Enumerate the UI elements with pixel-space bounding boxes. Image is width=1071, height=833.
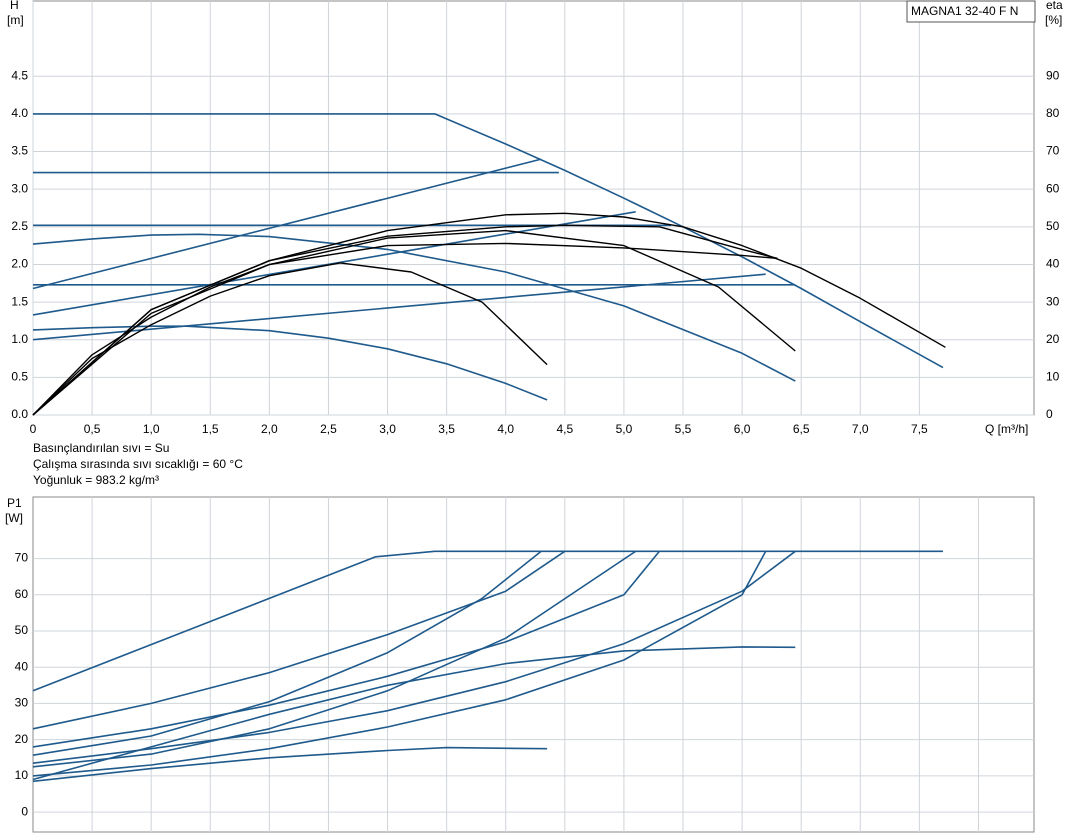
curve bbox=[32, 325, 548, 401]
y-tick-label: 60 bbox=[15, 587, 29, 601]
y-tick-label: 1.0 bbox=[11, 332, 28, 346]
y-tick-label: 2.5 bbox=[11, 219, 28, 233]
y2-tick-label: 20 bbox=[1046, 332, 1060, 346]
curve bbox=[32, 550, 796, 764]
curve bbox=[32, 262, 548, 416]
y-label: H bbox=[10, 0, 19, 12]
x-tick-label: 4,5 bbox=[556, 422, 573, 436]
y2-tick-label: 80 bbox=[1046, 106, 1060, 120]
curve bbox=[32, 242, 778, 416]
curve bbox=[32, 550, 566, 730]
curve bbox=[32, 550, 767, 777]
x-tick-label: 7,5 bbox=[911, 422, 928, 436]
y-unit: [W] bbox=[5, 511, 23, 525]
y-tick-label: 4.5 bbox=[11, 68, 28, 82]
note: Basınçlandırılan sıvı = Su bbox=[33, 441, 169, 455]
curve bbox=[32, 224, 778, 416]
x-tick-label: 6,5 bbox=[793, 422, 810, 436]
curve bbox=[32, 550, 661, 748]
curve bbox=[32, 550, 943, 692]
y2-tick-label: 40 bbox=[1046, 257, 1060, 271]
y-label: P1 bbox=[7, 496, 22, 510]
x-tick-label: 1,0 bbox=[143, 422, 160, 436]
y-tick-label: 3.0 bbox=[11, 181, 28, 195]
y-unit: [m] bbox=[7, 13, 24, 27]
y-tick-label: 4.0 bbox=[11, 106, 28, 120]
curve bbox=[32, 233, 796, 382]
x-tick-label: 5,5 bbox=[675, 422, 692, 436]
curve bbox=[32, 273, 766, 341]
curve bbox=[32, 212, 946, 416]
y-tick-label: 20 bbox=[15, 732, 29, 746]
y-tick-label: 50 bbox=[15, 623, 29, 637]
note: Çalışma sırasında sıvı sıcaklığı = 60 °C bbox=[33, 457, 243, 471]
y2-tick-label: 30 bbox=[1046, 294, 1060, 308]
x-tick-label: 4,0 bbox=[497, 422, 514, 436]
curve bbox=[32, 550, 637, 768]
y2-tick-label: 90 bbox=[1046, 68, 1060, 82]
y2-tick-label: 70 bbox=[1046, 144, 1060, 158]
y-tick-label: 70 bbox=[15, 551, 29, 565]
y-tick-label: 0.0 bbox=[11, 407, 28, 421]
legend-box bbox=[906, 0, 1036, 23]
y2-unit: [%] bbox=[1045, 13, 1062, 27]
x-tick-label: 5,0 bbox=[616, 422, 633, 436]
y2-tick-label: 0 bbox=[1046, 407, 1053, 421]
y-tick-label: 3.5 bbox=[11, 144, 28, 158]
y-tick-label: 0 bbox=[21, 804, 28, 818]
plot-frame bbox=[32, 496, 1035, 833]
plot-frame bbox=[32, 0, 1035, 416]
curve bbox=[32, 646, 796, 781]
y-tick-label: 0.5 bbox=[11, 370, 28, 384]
y-tick-label: 2.0 bbox=[11, 257, 28, 271]
x-tick-label: 7,0 bbox=[852, 422, 869, 436]
y2-tick-label: 60 bbox=[1046, 181, 1060, 195]
y-tick-label: 40 bbox=[15, 659, 29, 673]
x-tick-label: 2,0 bbox=[261, 422, 278, 436]
y2-tick-label: 10 bbox=[1046, 370, 1060, 384]
x-tick-label: 6,0 bbox=[734, 422, 751, 436]
x-tick-label: 1,5 bbox=[202, 422, 219, 436]
curve bbox=[32, 746, 548, 783]
y2-label: eta bbox=[1046, 0, 1063, 12]
legend-title: MAGNA1 32-40 F N bbox=[911, 4, 1018, 18]
x-tick-label: 3,5 bbox=[438, 422, 455, 436]
y-tick-label: 30 bbox=[15, 696, 29, 710]
x-tick-label: 3,0 bbox=[379, 422, 396, 436]
x-tick-label: 2,5 bbox=[320, 422, 337, 436]
y2-tick-label: 50 bbox=[1046, 219, 1060, 233]
curve bbox=[32, 158, 542, 290]
y-tick-label: 1.5 bbox=[11, 294, 28, 308]
curve bbox=[33, 113, 944, 369]
x-tick-label: 0,5 bbox=[84, 422, 101, 436]
curve bbox=[32, 550, 542, 756]
curve bbox=[32, 229, 796, 416]
x-label: Q [m³/h] bbox=[985, 422, 1028, 436]
note: Yoğunluk = 983.2 kg/m³ bbox=[33, 473, 159, 487]
x-tick-label: 0 bbox=[30, 422, 37, 436]
y-tick-label: 10 bbox=[15, 768, 29, 782]
